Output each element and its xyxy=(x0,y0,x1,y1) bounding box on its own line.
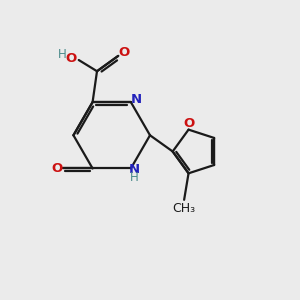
Text: N: N xyxy=(129,164,140,176)
Text: O: O xyxy=(184,117,195,130)
Text: CH₃: CH₃ xyxy=(172,202,196,214)
Text: N: N xyxy=(130,93,142,106)
Text: H: H xyxy=(130,171,139,184)
Text: O: O xyxy=(66,52,77,65)
Text: O: O xyxy=(118,46,129,59)
Text: H: H xyxy=(58,48,67,61)
Text: O: O xyxy=(51,162,62,175)
